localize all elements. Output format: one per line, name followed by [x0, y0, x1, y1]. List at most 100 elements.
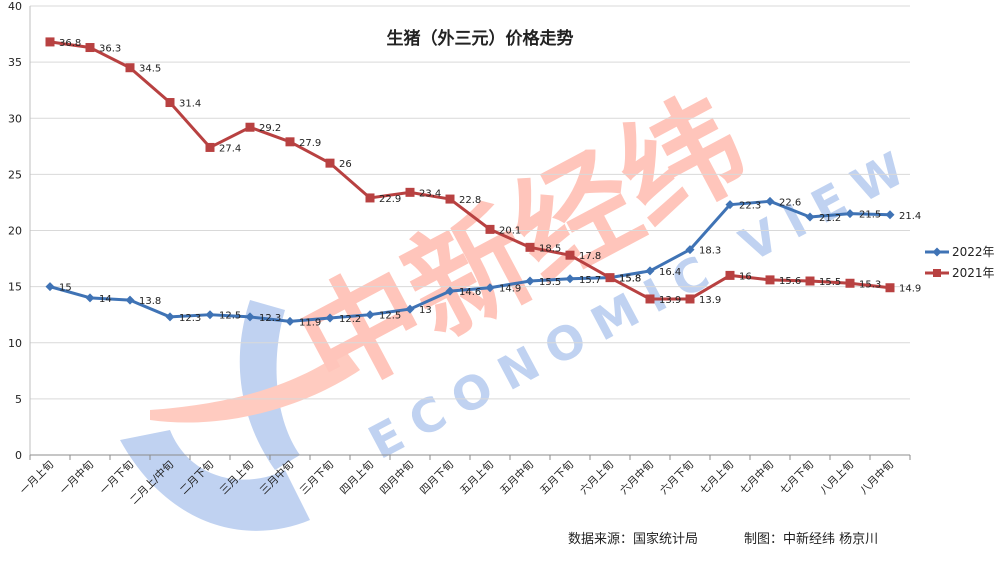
- data-point: [445, 286, 455, 296]
- legend-label: 2021年: [952, 266, 995, 280]
- data-label: 21.2: [819, 213, 841, 224]
- data-label: 13: [419, 305, 432, 316]
- data-point: [565, 250, 575, 260]
- data-label: 27.4: [219, 143, 241, 154]
- x-tick-label: 六月上旬: [577, 458, 616, 497]
- data-point: [45, 282, 55, 292]
- data-label: 12.2: [339, 314, 361, 325]
- y-tick-label: 15: [8, 281, 22, 294]
- data-point: [765, 275, 775, 285]
- data-point: [365, 310, 375, 320]
- data-label: 15.3: [859, 279, 881, 290]
- y-tick-label: 25: [8, 168, 22, 181]
- data-label: 14: [99, 294, 112, 305]
- data-label: 15.8: [619, 274, 641, 285]
- x-tick-label: 六月中旬: [617, 458, 656, 497]
- x-tick-label: 七月中旬: [737, 458, 776, 497]
- data-label: 31.4: [179, 99, 201, 110]
- data-point: [45, 37, 55, 47]
- data-point: [325, 158, 335, 168]
- data-label: 14.6: [459, 287, 481, 298]
- legend-label: 2022年: [952, 245, 995, 259]
- data-label: 12.3: [179, 313, 201, 324]
- data-label: 14.9: [499, 284, 521, 295]
- data-label: 22.8: [459, 195, 481, 206]
- x-tick-label: 三月下旬: [297, 458, 336, 497]
- data-point: [765, 196, 775, 206]
- data-label: 12.3: [259, 313, 281, 324]
- y-tick-label: 35: [8, 56, 22, 69]
- x-tick-label: 五月下旬: [537, 458, 576, 497]
- data-label: 36.8: [59, 38, 81, 49]
- data-point: [525, 242, 535, 252]
- x-tick-label: 七月上旬: [697, 458, 736, 497]
- x-tick-label: 八月中旬: [857, 458, 896, 497]
- data-label: 27.9: [299, 138, 321, 149]
- data-label: 15: [59, 283, 72, 294]
- data-label: 15.5: [819, 277, 841, 288]
- data-point: [365, 193, 375, 203]
- data-point: [525, 276, 535, 286]
- data-label: 13.8: [139, 296, 161, 307]
- y-tick-label: 30: [8, 112, 22, 125]
- data-label: 23.4: [419, 188, 441, 199]
- gridlines: [30, 5, 910, 456]
- data-label: 18.3: [699, 246, 721, 257]
- x-tick-label: 六月下旬: [657, 458, 696, 497]
- data-point: [605, 273, 615, 283]
- data-point: [405, 187, 415, 197]
- data-point: [485, 283, 495, 293]
- data-point: [885, 283, 895, 293]
- data-label: 16.4: [659, 267, 681, 278]
- data-point: [645, 294, 655, 304]
- x-tick-label: 一月上旬: [17, 458, 56, 497]
- data-label: 21.4: [899, 211, 921, 222]
- data-point: [685, 245, 695, 255]
- x-tick-label: 八月上旬: [817, 458, 856, 497]
- x-tick-label: 四月下旬: [417, 458, 456, 497]
- data-point: [685, 294, 695, 304]
- data-point: [725, 270, 735, 280]
- data-point: [405, 304, 415, 314]
- source-note: 数据来源：国家统计局: [568, 531, 698, 547]
- data-label: 15.8: [619, 274, 641, 285]
- data-point: [165, 98, 175, 108]
- data-point: [85, 43, 95, 53]
- data-label: 34.5: [139, 64, 161, 75]
- data-point: [725, 200, 735, 210]
- data-point: [125, 295, 135, 305]
- data-point: [205, 310, 215, 320]
- y-tick-label: 0: [15, 449, 22, 462]
- y-tick-label: 40: [8, 0, 22, 13]
- data-point: [805, 276, 815, 286]
- chart-title: 生猪（外三元）价格走势: [387, 28, 574, 49]
- data-point: [325, 313, 335, 323]
- x-tick-label: 五月上旬: [457, 458, 496, 497]
- data-point: [165, 312, 175, 322]
- data-label: 22.9: [379, 194, 401, 205]
- data-point: [245, 122, 255, 132]
- legend: 2022年 2021年: [925, 245, 995, 280]
- series-1: 36.8 36.3 34.5 31.4 27.4 29.2 27.9 26 22.9 23.4 22…: [45, 37, 921, 306]
- y-tick-label: 5: [15, 393, 22, 406]
- data-label: 22.3: [739, 201, 761, 212]
- data-point: [845, 278, 855, 288]
- data-point: [285, 137, 295, 147]
- y-axis: 0 5 10 15 20 25 30 35 40: [8, 0, 31, 462]
- data-label: 16: [739, 271, 752, 282]
- x-tick-label: 七月下旬: [777, 458, 816, 497]
- data-point: [85, 293, 95, 303]
- y-tick-label: 20: [8, 225, 22, 238]
- data-label: 36.3: [99, 44, 121, 55]
- series-line: [49, 40, 891, 301]
- data-point: [885, 210, 895, 220]
- data-label: 13.9: [659, 295, 681, 306]
- data-point: [805, 212, 815, 222]
- legend-marker: [933, 269, 941, 277]
- data-label: 13.9: [699, 295, 721, 306]
- data-point: [485, 224, 495, 234]
- data-point: [845, 209, 855, 219]
- data-label: 22.6: [779, 197, 801, 208]
- data-label: 12.5: [379, 311, 401, 322]
